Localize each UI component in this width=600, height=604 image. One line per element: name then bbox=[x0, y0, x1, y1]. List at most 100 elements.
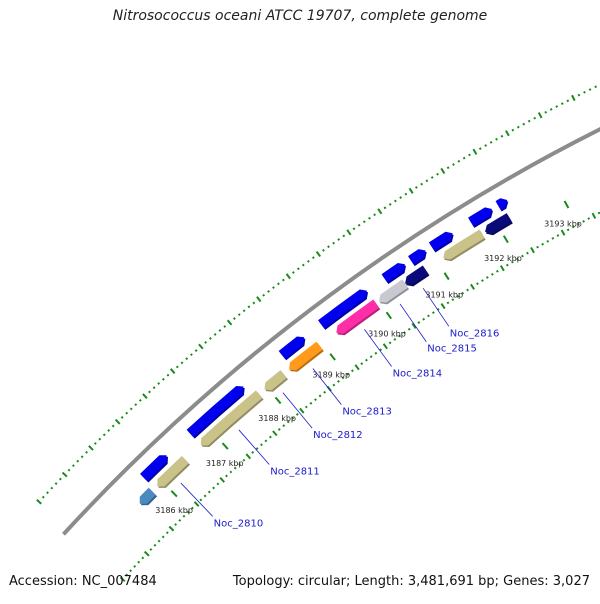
gc-dot-outer bbox=[426, 180, 427, 182]
gc-dot-inner bbox=[366, 359, 367, 361]
gc-dot-inner bbox=[477, 283, 478, 285]
gc-dot-inner bbox=[384, 344, 388, 349]
gc-dot-inner bbox=[583, 220, 584, 222]
kbp-label: 3188 kbp bbox=[258, 414, 296, 423]
gc-dot-outer bbox=[95, 443, 96, 444]
gc-dot-outer bbox=[158, 383, 159, 384]
gc-dot-outer bbox=[441, 168, 444, 173]
gc-dot-outer bbox=[333, 242, 334, 244]
gc-dot-outer bbox=[572, 95, 575, 100]
gc-dot-inner bbox=[265, 440, 266, 442]
gc-dot-outer bbox=[195, 350, 196, 352]
gc-dot-inner bbox=[226, 475, 227, 476]
gc-dot-outer bbox=[369, 217, 370, 219]
gene-label-noc_2814[interactable]: Noc_2814 bbox=[393, 368, 443, 379]
gc-dot-outer bbox=[99, 438, 100, 439]
gc-dot-outer bbox=[578, 94, 579, 96]
gc-dot-outer bbox=[303, 264, 304, 266]
gc-dot-inner bbox=[501, 266, 504, 271]
gc-dot-outer bbox=[485, 145, 486, 147]
gc-dot-outer bbox=[210, 338, 211, 340]
gc-dot-inner bbox=[130, 570, 131, 571]
gc-dot-inner bbox=[433, 312, 434, 314]
gc-dot-inner bbox=[423, 318, 424, 320]
genome-map: 3186 kbp 3187 kbp 3188 kbp 3189 kbp 3190 kbp… bbox=[0, 0, 600, 600]
gc-dot-inner bbox=[542, 243, 543, 245]
gene-label-noc_2812[interactable]: Noc_2812 bbox=[313, 430, 363, 441]
gc-dot-outer bbox=[167, 374, 168, 375]
gc-dot-outer bbox=[43, 497, 44, 498]
gc-dot-inner bbox=[270, 436, 271, 438]
kbp-label: 3186 kbp bbox=[155, 506, 193, 515]
gc-dot-outer bbox=[458, 160, 459, 162]
gc-dot-outer bbox=[89, 446, 93, 450]
gc-dot-outer bbox=[491, 142, 492, 144]
gc-dot-outer bbox=[191, 354, 192, 356]
gc-dot-outer bbox=[73, 465, 74, 466]
scale-tick bbox=[276, 397, 281, 403]
gc-dot-inner bbox=[297, 414, 298, 416]
gc-dot-outer bbox=[205, 342, 206, 344]
gc-dot-outer bbox=[395, 200, 396, 202]
gc-dot-outer bbox=[328, 246, 329, 248]
gc-dot-outer bbox=[584, 91, 585, 93]
gc-dot-inner bbox=[568, 229, 569, 231]
gc-dot-inner bbox=[246, 454, 250, 458]
gc-dot-inner bbox=[183, 516, 184, 517]
gc-dot-outer bbox=[359, 224, 360, 226]
scale-tick bbox=[387, 312, 392, 319]
gc-dot-inner bbox=[371, 356, 372, 358]
gc-dot-inner bbox=[592, 213, 595, 218]
scale-tick bbox=[171, 491, 177, 497]
gene-label-noc_2813[interactable]: Noc_2813 bbox=[342, 407, 392, 418]
gc-dot-outer bbox=[243, 310, 244, 312]
gc-dot-outer bbox=[219, 330, 220, 332]
gc-dot-outer bbox=[112, 425, 113, 426]
gc-dot-inner bbox=[409, 328, 410, 330]
gc-dot-outer bbox=[595, 86, 596, 88]
gc-dot-inner bbox=[195, 502, 199, 506]
gc-dot-outer bbox=[60, 478, 61, 479]
genome-map-canvas: 3186 kbp3187 kbp3188 kbp3189 kbp3190 kbp… bbox=[0, 0, 600, 600]
gene-label-noc_2815[interactable]: Noc_2815 bbox=[427, 344, 477, 355]
gc-dot-inner bbox=[200, 499, 201, 500]
gc-dot-outer bbox=[590, 89, 591, 91]
gc-dot-inner bbox=[487, 277, 488, 279]
gc-dot-outer bbox=[273, 287, 274, 289]
gc-dot-outer bbox=[539, 113, 542, 118]
gene-label-noc_2816[interactable]: Noc_2816 bbox=[450, 328, 500, 339]
gc-dot-inner bbox=[134, 566, 135, 567]
gc-dot-inner bbox=[482, 280, 483, 282]
gc-dot-inner bbox=[355, 365, 359, 370]
gc-dot-inner bbox=[552, 238, 553, 240]
gc-dot-outer bbox=[287, 274, 291, 279]
gc-dot-outer bbox=[51, 487, 52, 488]
gc-dot-outer bbox=[390, 204, 391, 206]
gc-dot-inner bbox=[315, 399, 316, 401]
gc-dot-inner bbox=[300, 408, 304, 413]
gc-dot-outer bbox=[234, 318, 235, 320]
reverse-gene bbox=[140, 488, 156, 504]
gc-dot-outer bbox=[405, 193, 406, 195]
gene-label-noc_2810[interactable]: Noc_2810 bbox=[214, 518, 264, 529]
gc-dot-inner bbox=[310, 403, 311, 405]
gc-dot-inner bbox=[213, 487, 214, 488]
gc-dot-outer bbox=[384, 207, 385, 209]
gc-dot-outer bbox=[410, 188, 413, 193]
gene-label-noc_2811[interactable]: Noc_2811 bbox=[270, 467, 320, 478]
gc-dot-outer bbox=[283, 279, 284, 281]
gc-dot-outer bbox=[469, 154, 470, 156]
gc-dot-outer bbox=[378, 209, 381, 214]
gc-dot-outer bbox=[343, 235, 344, 237]
gc-dot-outer bbox=[480, 148, 481, 150]
gc-dot-outer bbox=[523, 123, 524, 125]
gc-dot-inner bbox=[333, 384, 334, 386]
gc-dot-outer bbox=[199, 344, 203, 349]
kbp-label: 3187 kbp bbox=[206, 459, 244, 468]
gc-dot-outer bbox=[77, 460, 78, 461]
gc-dot-inner bbox=[557, 235, 558, 237]
gc-dot-outer bbox=[131, 408, 132, 409]
gc-dot-inner bbox=[547, 240, 548, 242]
gc-dot-inner bbox=[394, 339, 395, 341]
scale-tick bbox=[223, 443, 228, 449]
